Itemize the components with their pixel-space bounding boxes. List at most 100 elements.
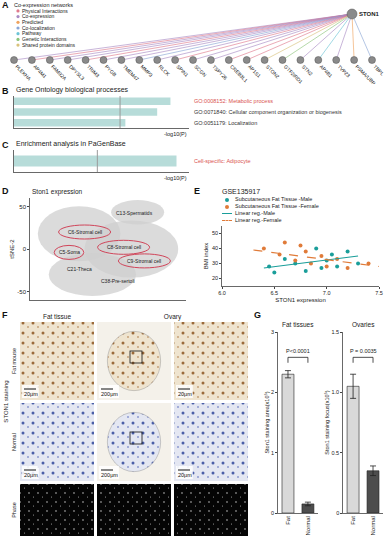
html-text:B: B	[2, 86, 9, 96]
svg-text:200μm: 200μm	[101, 472, 118, 478]
svg-text:6.0: 6.0	[218, 290, 226, 296]
svg-text:30: 30	[212, 260, 218, 266]
svg-text:Co-expression: Co-expression	[22, 13, 55, 20]
svg-text:20μm: 20μm	[24, 472, 38, 478]
svg-text:TMEM47: TMEM47	[122, 63, 141, 82]
svg-text:Co-localization: Co-localization	[22, 24, 55, 31]
svg-text:7.5: 7.5	[375, 290, 383, 296]
svg-text:2: 2	[271, 389, 274, 395]
svg-text:20μm: 20μm	[24, 391, 38, 397]
svg-text:40: 40	[212, 245, 218, 251]
svg-text:Normal: Normal	[305, 516, 311, 535]
svg-text:C6-Stromal cell: C6-Stromal cell	[68, 229, 102, 235]
svg-text:STON1 expression: STON1 expression	[275, 297, 326, 303]
svg-text:Ston1 expression: Ston1 expression	[32, 188, 83, 196]
svg-text:SPIN1: SPIN1	[175, 63, 190, 78]
svg-text:Fat mouse: Fat mouse	[11, 348, 17, 374]
svg-text:0: 0	[336, 510, 339, 516]
svg-text:tSNE-2: tSNE-2	[9, 239, 15, 259]
svg-text:200μm: 200μm	[101, 391, 118, 397]
svg-text:Genetic Interactions: Genetic Interactions	[22, 36, 67, 42]
svg-text:20μm: 20μm	[178, 391, 192, 397]
svg-text:Normal: Normal	[370, 516, 376, 535]
svg-text:Fat: Fat	[285, 516, 291, 525]
html-text:Linear reg.-Male: Linear reg.-Male	[235, 210, 275, 216]
svg-text:-log10(P): -log10(P)	[164, 175, 187, 181]
svg-text:TRIM3: TRIM3	[86, 63, 101, 78]
svg-text:Pathway: Pathway	[22, 30, 42, 37]
svg-text:AP4B1: AP4B1	[319, 63, 334, 78]
svg-text:TSPY26: TSPY26	[211, 63, 229, 81]
svg-text:TVP23: TVP23	[336, 63, 351, 78]
svg-text:Ovaries: Ovaries	[352, 321, 375, 328]
svg-text:STON1: STON1	[359, 11, 380, 17]
svg-text:Fat: Fat	[350, 516, 356, 525]
svg-text:1.0: 1.0	[332, 389, 340, 395]
svg-text:Cell-specific: Adipocyte: Cell-specific: Adipocyte	[194, 158, 251, 164]
svg-text:Gene Ontology biological proce: Gene Ontology biological processes	[16, 86, 129, 94]
svg-text:CREB3L1: CREB3L1	[229, 63, 249, 83]
svg-text:C38-Pre-sertoli: C38-Pre-sertoli	[101, 278, 135, 284]
svg-text:C8-Stromal cell: C8-Stromal cell	[107, 244, 141, 250]
html-text:Linear reg.-Female: Linear reg.-Female	[235, 217, 282, 223]
svg-text:50: 50	[19, 204, 26, 210]
svg-text:Ovary: Ovary	[164, 313, 182, 321]
svg-text:PLEKHA: PLEKHA	[14, 63, 33, 82]
html-text:G: G	[254, 310, 261, 320]
svg-text:Physical Interactions: Physical Interactions	[22, 7, 68, 14]
svg-text:-50: -50	[17, 289, 26, 295]
svg-text:Shared protein domains: Shared protein domains	[22, 42, 76, 48]
svg-text:C5-Soma: C5-Soma	[59, 249, 80, 255]
svg-text:MMP3: MMP3	[140, 63, 155, 78]
html-text:GSE135917: GSE135917	[222, 188, 261, 195]
svg-text:1: 1	[271, 450, 274, 456]
svg-text:3: 3	[271, 329, 274, 335]
svg-text:6.5: 6.5	[271, 290, 279, 296]
svg-text:STON2: STON2	[265, 63, 281, 79]
svg-text:DPYSL3: DPYSL3	[68, 63, 86, 81]
svg-text:STN2: STN2	[301, 63, 314, 76]
svg-text:0: 0	[271, 510, 274, 516]
svg-text:SCGN: SCGN	[193, 63, 208, 78]
svg-text:PSMA/UBP: PSMA/UBP	[354, 63, 377, 86]
svg-text:GO:0051179: Localization: GO:0051179: Localization	[194, 120, 257, 126]
svg-text:20: 20	[212, 275, 218, 281]
svg-text:Enrichment analysis in PaGenBa: Enrichment analysis in PaGenBase	[16, 140, 126, 148]
svg-text:TBPL: TBPL	[372, 63, 385, 76]
svg-text:P = 0.0035: P = 0.0035	[350, 348, 377, 354]
html-text:A: A	[2, 0, 9, 10]
svg-text:BMI index: BMI index	[203, 243, 209, 270]
svg-text:C13-Spermatids: C13-Spermatids	[116, 210, 153, 216]
svg-text:7.0: 7.0	[323, 290, 331, 296]
svg-text:50: 50	[212, 230, 218, 236]
svg-text:-log10(P): -log10(P)	[164, 131, 187, 137]
svg-text:PYGB: PYGB	[104, 63, 119, 78]
svg-text:0.5: 0.5	[332, 450, 340, 456]
svg-text:GO:0071840: Cellular component: GO:0071840: Cellular component organizat…	[194, 109, 342, 115]
svg-text:Fat tissue: Fat tissue	[43, 313, 72, 320]
html-text:D: D	[2, 186, 9, 196]
svg-text:Fat tissues: Fat tissues	[282, 321, 314, 328]
svg-text:C21-Theca: C21-Theca	[67, 266, 92, 272]
svg-text:Ston1 staining focus(x10⁵): Ston1 staining focus(x10⁵)	[324, 390, 330, 455]
svg-text:Predicted: Predicted	[22, 18, 44, 25]
svg-text:STON1 staining: STON1 staining	[3, 380, 9, 422]
html-text:Subcutaneous Fat Tissue -Femal: Subcutaneous Fat Tissue -Female	[235, 203, 319, 209]
svg-text:0: 0	[23, 246, 27, 252]
svg-text:C9-Stromal cell: C9-Stromal cell	[127, 258, 161, 264]
svg-text:GTF2IRD1: GTF2IRD1	[282, 63, 305, 85]
svg-text:RLCK: RLCK	[157, 63, 171, 77]
svg-text:20μm: 20μm	[178, 472, 192, 478]
html-text:C: C	[2, 140, 9, 150]
html-text:Subcutaneous Fat Tissue -Male: Subcutaneous Fat Tissue -Male	[235, 196, 313, 202]
svg-text:GO:0008152: Metabolic process: GO:0008152: Metabolic process	[194, 98, 273, 104]
svg-text:Co-expression networks: Co-expression networks	[14, 2, 73, 8]
svg-text:Ston1 staining area(x10⁵): Ston1 staining area(x10⁵)	[264, 391, 270, 453]
svg-text:AP4M1: AP4M1	[32, 63, 48, 79]
svg-text:Phase: Phase	[11, 502, 17, 518]
svg-text:Normal: Normal	[11, 433, 17, 451]
svg-text:1.5: 1.5	[332, 329, 340, 335]
svg-text:P<0.0001: P<0.0001	[286, 348, 310, 354]
svg-text:FAM92A: FAM92A	[50, 63, 68, 81]
svg-text:AP1S1: AP1S1	[247, 63, 262, 78]
